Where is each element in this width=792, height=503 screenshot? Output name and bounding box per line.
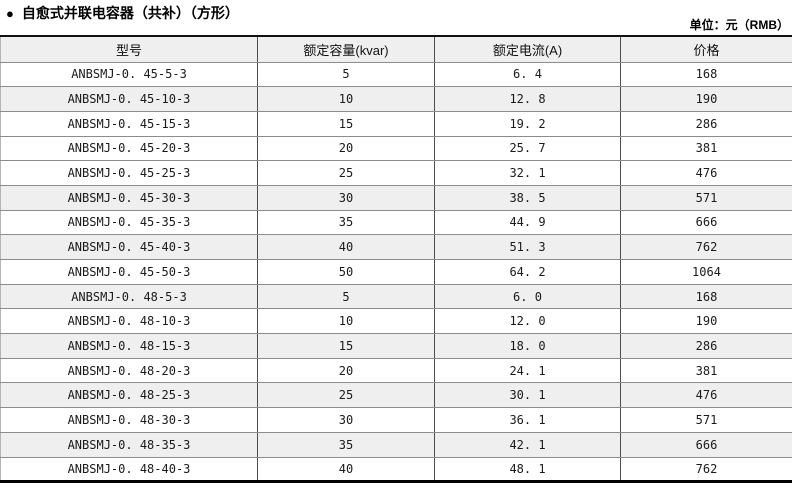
- cell-price: 666: [620, 210, 792, 236]
- page-title-row: ● 自愈式并联电容器（共补）（方形）: [6, 3, 239, 23]
- cell-model: ANBSMJ-0. 48-35-3: [0, 432, 258, 458]
- bullet-icon: ●: [6, 5, 14, 21]
- table-body: ANBSMJ-0. 45-5-3 5 6. 4 168 ANBSMJ-0. 45…: [0, 62, 792, 483]
- cell-current: 18. 0: [434, 333, 621, 359]
- cell-price: 190: [620, 308, 792, 335]
- table-row: ANBSMJ-0. 45-35-3 35 44. 9 666: [0, 210, 792, 236]
- cell-model: ANBSMJ-0. 45-10-3: [0, 86, 258, 112]
- cell-model: ANBSMJ-0. 45-5-3: [0, 62, 258, 88]
- cell-capacity: 30: [257, 185, 435, 211]
- cell-capacity: 5: [257, 284, 435, 310]
- cell-capacity: 15: [257, 111, 435, 137]
- table-row: ANBSMJ-0. 48-30-3 30 36. 1 571: [0, 407, 792, 433]
- cell-current: 36. 1: [434, 407, 621, 433]
- cell-model: ANBSMJ-0. 45-35-3: [0, 210, 258, 236]
- price-table: 型号 额定容量(kvar) 额定电流(A) 价格 ANBSMJ-0. 45-5-…: [0, 35, 792, 484]
- table-header-row: 型号 额定容量(kvar) 额定电流(A) 价格: [0, 36, 792, 63]
- cell-capacity: 10: [257, 86, 435, 112]
- table-row: ANBSMJ-0. 45-20-3 20 25. 7 381: [0, 136, 792, 162]
- cell-capacity: 25: [257, 382, 435, 409]
- cell-current: 44. 9: [434, 210, 621, 236]
- table-row: ANBSMJ-0. 48-20-3 20 24. 1 381: [0, 358, 792, 384]
- cell-model: ANBSMJ-0. 45-25-3: [0, 160, 258, 186]
- cell-model: ANBSMJ-0. 45-20-3: [0, 136, 258, 162]
- cell-model: ANBSMJ-0. 48-5-3: [0, 284, 258, 310]
- table-row: ANBSMJ-0. 48-40-3 40 48. 1 762: [0, 457, 792, 483]
- cell-model: ANBSMJ-0. 48-30-3: [0, 407, 258, 433]
- cell-model: ANBSMJ-0. 48-25-3: [0, 382, 258, 409]
- cell-price: 1064: [620, 259, 792, 285]
- cell-price: 571: [620, 185, 792, 211]
- cell-current: 12. 0: [434, 308, 621, 335]
- cell-model: ANBSMJ-0. 48-10-3: [0, 308, 258, 335]
- cell-capacity: 5: [257, 62, 435, 88]
- cell-capacity: 35: [257, 432, 435, 458]
- table-row: ANBSMJ-0. 45-30-3 30 38. 5 571: [0, 185, 792, 211]
- table-row: ANBSMJ-0. 45-40-3 40 51. 3 762: [0, 234, 792, 260]
- table-row: ANBSMJ-0. 45-50-3 50 64. 2 1064: [0, 259, 792, 285]
- cell-current: 25. 7: [434, 136, 621, 162]
- page-title: 自愈式并联电容器（共补）（方形）: [21, 5, 239, 21]
- cell-capacity: 35: [257, 210, 435, 236]
- cell-current: 30. 1: [434, 382, 621, 409]
- cell-current: 42. 1: [434, 432, 621, 458]
- table-row: ANBSMJ-0. 45-25-3 25 32. 1 476: [0, 160, 792, 186]
- unit-label: 单位：元（RMB）: [689, 18, 789, 32]
- table-row: ANBSMJ-0. 48-25-3 25 30. 1 476: [0, 382, 792, 409]
- cell-current: 48. 1: [434, 457, 621, 483]
- cell-capacity: 10: [257, 308, 435, 335]
- cell-capacity: 15: [257, 333, 435, 359]
- cell-price: 762: [620, 234, 792, 260]
- cell-capacity: 20: [257, 136, 435, 162]
- table-row: ANBSMJ-0. 48-10-3 10 12. 0 190: [0, 308, 792, 335]
- cell-current: 6. 4: [434, 62, 621, 88]
- cell-price: 286: [620, 111, 792, 137]
- cell-capacity: 20: [257, 358, 435, 384]
- cell-current: 32. 1: [434, 160, 621, 186]
- cell-price: 381: [620, 358, 792, 384]
- cell-price: 762: [620, 457, 792, 483]
- cell-capacity: 40: [257, 234, 435, 260]
- cell-price: 286: [620, 333, 792, 359]
- table-row: ANBSMJ-0. 48-15-3 15 18. 0 286: [0, 333, 792, 359]
- cell-current: 12. 8: [434, 86, 621, 112]
- table-row: ANBSMJ-0. 45-15-3 15 19. 2 286: [0, 111, 792, 137]
- cell-capacity: 50: [257, 259, 435, 285]
- cell-model: ANBSMJ-0. 45-15-3: [0, 111, 258, 137]
- column-header-current: 额定电流(A): [434, 36, 621, 63]
- cell-model: ANBSMJ-0. 48-20-3: [0, 358, 258, 384]
- cell-capacity: 40: [257, 457, 435, 483]
- cell-price: 381: [620, 136, 792, 162]
- cell-current: 51. 3: [434, 234, 621, 260]
- cell-price: 190: [620, 86, 792, 112]
- cell-capacity: 25: [257, 160, 435, 186]
- cell-model: ANBSMJ-0. 48-15-3: [0, 333, 258, 359]
- cell-current: 38. 5: [434, 185, 621, 211]
- cell-capacity: 30: [257, 407, 435, 433]
- column-header-capacity: 额定容量(kvar): [257, 36, 435, 63]
- cell-current: 19. 2: [434, 111, 621, 137]
- cell-price: 168: [620, 62, 792, 88]
- table-row: ANBSMJ-0. 48-5-3 5 6. 0 168: [0, 284, 792, 310]
- cell-current: 6. 0: [434, 284, 621, 310]
- cell-current: 64. 2: [434, 259, 621, 285]
- column-header-price: 价格: [620, 36, 792, 63]
- column-header-model: 型号: [0, 36, 258, 63]
- cell-model: ANBSMJ-0. 45-50-3: [0, 259, 258, 285]
- cell-price: 666: [620, 432, 792, 458]
- cell-model: ANBSMJ-0. 48-40-3: [0, 457, 258, 483]
- cell-price: 168: [620, 284, 792, 310]
- cell-model: ANBSMJ-0. 45-40-3: [0, 234, 258, 260]
- cell-model: ANBSMJ-0. 45-30-3: [0, 185, 258, 211]
- table-row: ANBSMJ-0. 48-35-3 35 42. 1 666: [0, 432, 792, 458]
- cell-price: 476: [620, 160, 792, 186]
- cell-price: 571: [620, 407, 792, 433]
- cell-current: 24. 1: [434, 358, 621, 384]
- table-row: ANBSMJ-0. 45-5-3 5 6. 4 168: [0, 62, 792, 88]
- table-row: ANBSMJ-0. 45-10-3 10 12. 8 190: [0, 86, 792, 112]
- cell-price: 476: [620, 382, 792, 409]
